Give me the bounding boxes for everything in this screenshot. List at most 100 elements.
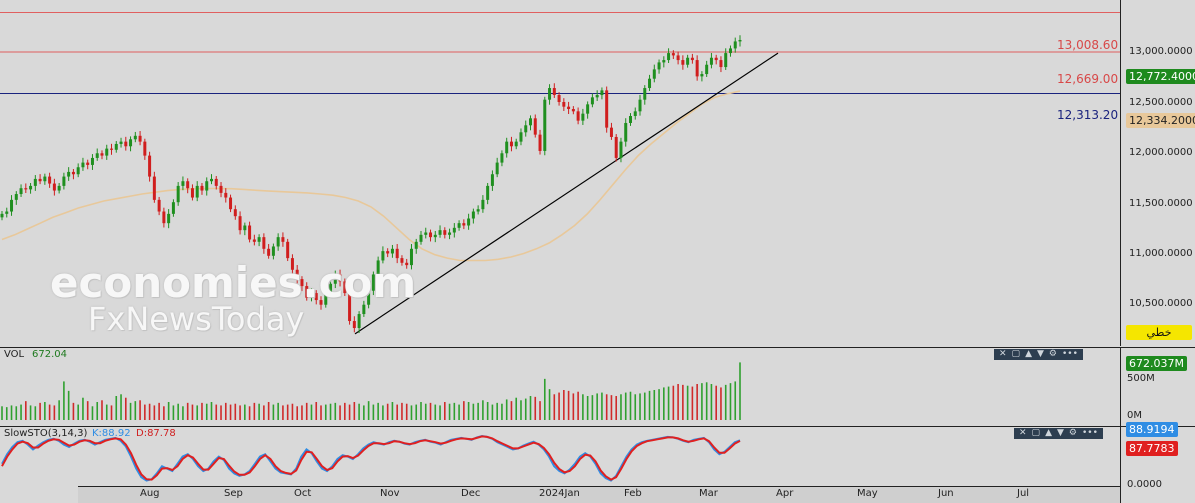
stochastic-k-line bbox=[1, 434, 741, 482]
move-up-icon[interactable]: ▲ bbox=[1025, 349, 1032, 359]
volume-bar bbox=[724, 384, 727, 420]
candle bbox=[267, 248, 271, 256]
close-icon[interactable]: ✕ bbox=[1019, 428, 1027, 438]
settings-icon[interactable]: ⚙ bbox=[1048, 349, 1057, 359]
candle bbox=[733, 41, 737, 49]
candle bbox=[414, 241, 418, 249]
candle bbox=[276, 237, 280, 247]
candle bbox=[557, 95, 561, 103]
candle bbox=[676, 55, 680, 61]
move-down-icon[interactable]: ▼ bbox=[1056, 428, 1064, 438]
price-axis[interactable]: 13,000.0000 12,500.0000 12,000.0000 11,5… bbox=[1120, 0, 1195, 346]
candle bbox=[209, 178, 213, 182]
move-up-icon[interactable]: ▲ bbox=[1045, 428, 1052, 438]
volume-bar bbox=[153, 405, 156, 420]
stochastic-toolbar: ✕ ▢ ▲ ▼ ⚙ ••• bbox=[1014, 428, 1103, 439]
price-tick: 12,000.0000 bbox=[1129, 147, 1193, 158]
price-chart bbox=[0, 11, 1120, 335]
candle bbox=[586, 104, 590, 114]
volume-last-tag: 672.037M bbox=[1126, 356, 1187, 371]
volume-bar bbox=[272, 404, 275, 420]
volume-axis[interactable]: 672.037M 500M 0M bbox=[1120, 347, 1195, 426]
drawing-type-box[interactable]: خطي bbox=[1126, 325, 1192, 340]
candle bbox=[333, 274, 337, 284]
volume-bar bbox=[410, 405, 413, 420]
candle bbox=[119, 141, 123, 144]
volume-value: 672.04 bbox=[32, 349, 67, 360]
volume-bar bbox=[653, 390, 656, 420]
candle bbox=[176, 185, 180, 203]
volume-bar bbox=[605, 394, 608, 420]
candle bbox=[562, 102, 566, 107]
candle bbox=[167, 213, 171, 224]
volume-bar bbox=[467, 402, 470, 420]
volume-bar bbox=[139, 400, 141, 420]
volume-bar bbox=[463, 401, 465, 420]
stochastic-pane[interactable]: SlowSTO(3,14,3) K:88.92 D:87.78 ✕ ▢ ▲ ▼ … bbox=[0, 426, 1120, 487]
volume-tick: 500M bbox=[1127, 373, 1155, 384]
volume-bar bbox=[201, 402, 203, 420]
volume-bar bbox=[96, 402, 99, 420]
volume-bar bbox=[205, 403, 208, 420]
trendline bbox=[354, 52, 779, 335]
candle bbox=[657, 62, 661, 70]
volume-bar bbox=[444, 402, 446, 420]
candle bbox=[148, 155, 152, 177]
candle bbox=[633, 111, 637, 116]
last-price-tag: 12,772.4000 bbox=[1126, 69, 1195, 84]
month-label-aug: Aug bbox=[140, 488, 160, 499]
candle bbox=[724, 53, 728, 68]
maximize-icon[interactable]: ▢ bbox=[1031, 428, 1041, 438]
volume-bar bbox=[148, 403, 151, 420]
candle bbox=[638, 99, 642, 112]
move-down-icon[interactable]: ▼ bbox=[1036, 349, 1044, 359]
volume-bar bbox=[715, 385, 717, 420]
candle bbox=[205, 181, 209, 191]
candle bbox=[567, 106, 571, 110]
candle bbox=[581, 113, 585, 121]
price-tick: 10,500.0000 bbox=[1129, 298, 1193, 309]
maximize-icon[interactable]: ▢ bbox=[1011, 349, 1021, 359]
volume-bar bbox=[53, 405, 56, 420]
hline-label-12669: 12,669.00 bbox=[1057, 72, 1119, 86]
volume-bar bbox=[277, 402, 279, 420]
volume-bar bbox=[244, 404, 246, 420]
time-axis[interactable]: Aug Sep Oct Nov Dec 2024Jan Feb Mar Apr … bbox=[78, 486, 1120, 503]
volume-bar bbox=[615, 396, 618, 420]
candle bbox=[67, 171, 71, 177]
more-icon[interactable]: ••• bbox=[1061, 349, 1078, 359]
volume-bar bbox=[396, 404, 398, 420]
candle bbox=[19, 188, 23, 195]
candle bbox=[286, 241, 290, 259]
volume-bar bbox=[624, 392, 627, 420]
volume-bar bbox=[229, 404, 232, 420]
candle bbox=[424, 232, 428, 235]
stochastic-axis[interactable]: 88.9194 87.7783 0.0000 bbox=[1120, 422, 1195, 503]
stochastic-k-label: K:88.92 bbox=[92, 428, 131, 439]
candle bbox=[295, 269, 299, 280]
volume-bar bbox=[677, 384, 679, 420]
candle bbox=[652, 69, 656, 79]
month-label-mar: Mar bbox=[699, 488, 718, 499]
volume-bar bbox=[191, 404, 194, 420]
price-pane[interactable]: economies.com FxNewsToday 13,008.60 12,6… bbox=[0, 0, 1120, 346]
candle bbox=[609, 127, 613, 137]
settings-icon[interactable]: ⚙ bbox=[1068, 428, 1077, 438]
month-label-sep: Sep bbox=[224, 488, 243, 499]
volume-bar bbox=[320, 405, 322, 420]
candle bbox=[271, 246, 275, 256]
volume-bar bbox=[34, 406, 37, 420]
candle bbox=[29, 185, 33, 190]
more-icon[interactable]: ••• bbox=[1081, 428, 1098, 438]
volume-bar bbox=[548, 389, 551, 420]
close-icon[interactable]: ✕ bbox=[999, 349, 1007, 359]
volume-bar bbox=[248, 406, 251, 420]
volume-bar bbox=[496, 402, 498, 420]
volume-bar bbox=[691, 386, 694, 420]
price-tick: 12,500.0000 bbox=[1129, 97, 1193, 108]
volume-tick: 0M bbox=[1127, 410, 1142, 421]
volume-bar bbox=[515, 397, 518, 420]
candle bbox=[486, 185, 490, 200]
volume-pane[interactable]: VOL 672.04 ✕ ▢ ▲ ▼ ⚙ ••• bbox=[0, 347, 1120, 426]
volume-bar bbox=[558, 392, 560, 420]
